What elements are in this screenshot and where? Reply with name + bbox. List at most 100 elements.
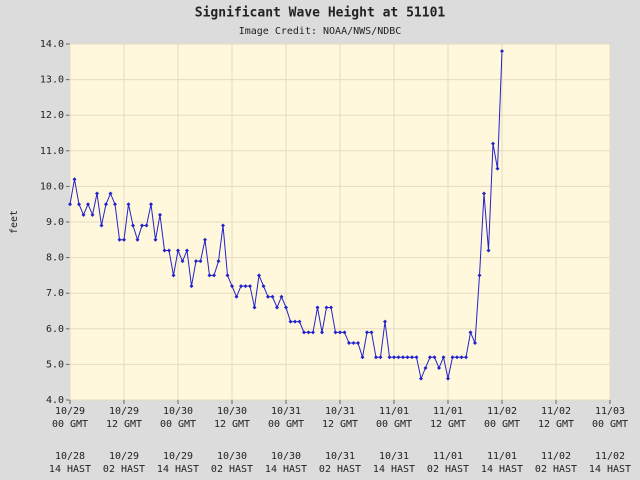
data-point — [77, 202, 81, 207]
y-tick-label: 8.0 — [46, 253, 64, 264]
data-point — [464, 355, 468, 360]
data-point — [275, 305, 279, 310]
data-point — [369, 330, 374, 335]
data-point — [99, 223, 104, 228]
data-point — [387, 355, 392, 360]
x-tick-local-label: 10/31 02 HAST — [319, 451, 361, 475]
x-tick-label: 11/02 00 GMT — [484, 406, 520, 430]
data-point — [266, 294, 270, 299]
data-point — [284, 305, 288, 310]
data-point — [329, 305, 333, 310]
data-point — [234, 294, 239, 299]
data-point — [221, 223, 225, 228]
x-tick-label: 10/30 00 GMT — [160, 406, 196, 430]
data-point — [423, 365, 428, 370]
data-point — [477, 273, 482, 278]
data-point — [248, 284, 252, 289]
data-point — [135, 237, 140, 242]
data-point — [446, 376, 450, 381]
x-tick-label: 11/01 00 GMT — [376, 406, 412, 430]
data-point — [131, 223, 135, 228]
data-point — [486, 248, 491, 253]
x-tick-local-label: 11/02 02 HAST — [535, 451, 577, 475]
data-point — [117, 237, 122, 242]
data-point — [279, 294, 284, 299]
x-tick-label: 11/01 12 GMT — [430, 406, 466, 430]
x-tick-local-label: 11/01 02 HAST — [427, 451, 469, 475]
x-tick-label: 10/31 00 GMT — [268, 406, 304, 430]
data-point — [243, 284, 248, 289]
data-point — [171, 273, 176, 278]
data-point — [383, 319, 387, 324]
data-point — [113, 202, 117, 207]
x-tick-local-label: 11/02 14 HAST — [589, 451, 631, 475]
y-tick-label: 7.0 — [46, 288, 64, 299]
data-point — [153, 237, 158, 242]
data-point — [72, 177, 77, 182]
data-point — [441, 355, 446, 360]
data-point — [342, 330, 347, 335]
x-tick-local-label: 10/29 14 HAST — [157, 451, 199, 475]
y-tick-label: 12.0 — [40, 110, 64, 121]
data-point — [410, 355, 414, 360]
x-tick-label: 10/29 12 GMT — [106, 406, 142, 430]
data-point — [288, 319, 293, 324]
data-point — [455, 355, 459, 360]
data-point — [108, 191, 113, 196]
data-point — [360, 355, 365, 360]
data-point — [216, 259, 221, 264]
data-point — [378, 355, 383, 360]
data-point — [261, 284, 266, 289]
chart-title: Significant Wave Height at 51101 — [195, 6, 446, 21]
data-point — [351, 341, 356, 346]
data-point — [392, 355, 396, 360]
y-tick-label: 14.0 — [40, 39, 64, 50]
data-point — [270, 294, 275, 299]
data-point — [374, 355, 378, 360]
data-point — [293, 319, 297, 324]
x-tick-label: 11/03 00 GMT — [592, 406, 628, 430]
data-point — [180, 259, 185, 264]
x-tick-label: 11/02 12 GMT — [538, 406, 574, 430]
data-point — [432, 355, 437, 360]
data-point — [459, 355, 464, 360]
x-tick-local-label: 10/31 14 HAST — [373, 451, 415, 475]
data-point — [450, 355, 455, 360]
data-point — [203, 237, 207, 242]
data-point — [176, 248, 180, 253]
x-tick-label: 10/30 12 GMT — [214, 406, 250, 430]
data-point — [306, 330, 311, 335]
data-point — [324, 305, 329, 310]
data-point — [396, 355, 401, 360]
data-point — [122, 237, 126, 242]
data-point — [338, 330, 342, 335]
data-point — [473, 341, 477, 346]
x-tick-local-label: 10/28 14 HAST — [49, 451, 91, 475]
data-point — [68, 202, 72, 207]
data-point — [194, 259, 198, 264]
data-point — [140, 223, 144, 228]
data-point — [414, 355, 419, 360]
data-point — [297, 319, 302, 324]
x-tick-label: 10/31 12 GMT — [322, 406, 358, 430]
data-point — [104, 202, 108, 207]
data-point — [189, 284, 194, 289]
data-point — [86, 202, 90, 207]
data-point — [419, 376, 423, 381]
data-point — [144, 223, 149, 228]
data-point — [81, 212, 86, 217]
data-point — [315, 305, 320, 310]
data-point — [90, 212, 95, 217]
x-tick-local-label: 10/29 02 HAST — [103, 451, 145, 475]
data-point — [212, 273, 216, 278]
data-point — [230, 284, 234, 289]
y-tick-label: 10.0 — [40, 181, 64, 192]
data-point — [401, 355, 405, 360]
data-point — [428, 355, 432, 360]
data-point — [162, 248, 167, 253]
data-point — [500, 49, 504, 54]
data-point — [95, 191, 99, 196]
y-tick-label: 5.0 — [46, 359, 64, 370]
x-tick-label: 10/29 00 GMT — [52, 406, 88, 430]
